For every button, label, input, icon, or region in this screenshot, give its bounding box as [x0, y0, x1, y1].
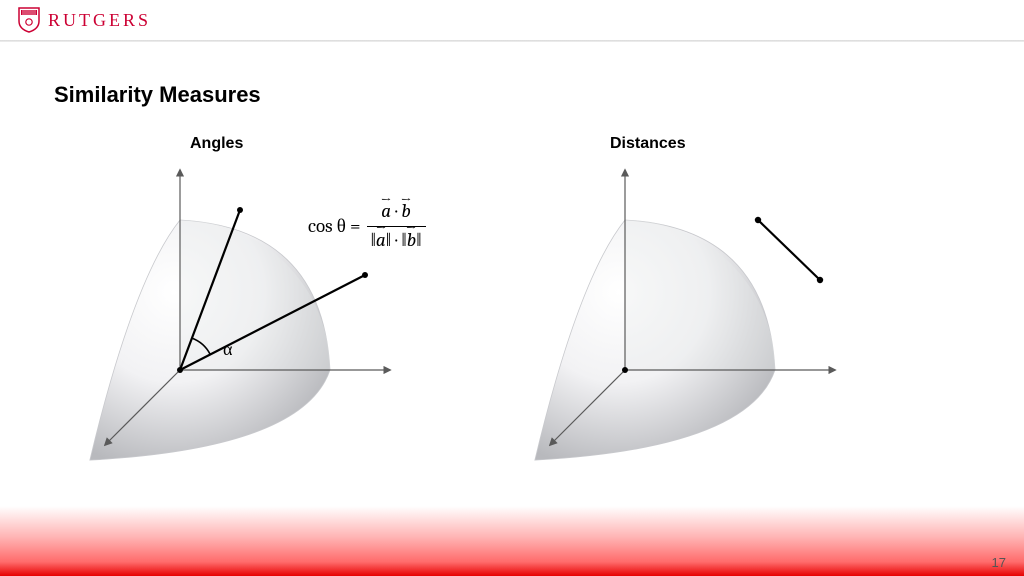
page-number: 17	[992, 555, 1006, 570]
vec-b-den: b	[407, 229, 416, 253]
vec-a-den: a	[376, 229, 386, 253]
rutgers-shield-icon	[18, 7, 40, 33]
formula-denominator: ‖a‖ · ‖b‖	[367, 226, 426, 253]
norm-close-b: ‖	[416, 229, 421, 251]
slide: RUTGERS Similarity Measures Angles Dista…	[0, 0, 1024, 576]
subtitle-angles: Angles	[190, 135, 243, 153]
subtitle-distances: Distances	[610, 135, 686, 153]
slide-title: Similarity Measures	[54, 82, 261, 108]
header-rule	[0, 40, 1024, 42]
formula-lhs: cos θ =	[308, 215, 361, 238]
brand-name: RUTGERS	[48, 10, 151, 31]
svg-text:α: α	[223, 339, 233, 360]
dot-num: ·	[395, 200, 397, 222]
cosine-formula: cos θ = a · b ‖a‖ · ‖b‖	[308, 200, 426, 253]
formula-fraction: a · b ‖a‖ · ‖b‖	[367, 200, 426, 253]
norm-mid: ‖ · ‖	[386, 229, 407, 251]
brand-header: RUTGERS	[0, 0, 1024, 40]
distances-diagram	[530, 155, 870, 465]
footer-gradient	[0, 506, 1024, 576]
